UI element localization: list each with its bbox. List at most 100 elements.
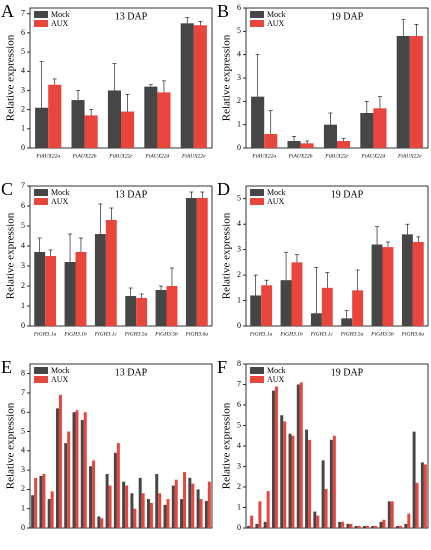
- legend-label: Mock: [267, 188, 286, 197]
- x-tick-label: FtAUX22d: [144, 153, 169, 159]
- x-tick-label: FtGH3.1b: [279, 331, 303, 337]
- bar: [155, 473, 159, 528]
- x-tick-label: FtAUX22e: [397, 153, 422, 159]
- legend-swatch: [34, 11, 48, 18]
- bar: [382, 247, 394, 326]
- y-axis-label: Relative expression: [221, 212, 233, 299]
- x-tick-label: FtAUX22c: [324, 153, 349, 159]
- legend-label: AUX: [51, 197, 69, 206]
- y-tick-label: 7: [21, 9, 25, 18]
- panel-letter: F: [217, 357, 227, 377]
- bar: [48, 84, 62, 148]
- bar: [360, 113, 374, 148]
- bar: [204, 500, 208, 528]
- plot-frame: [29, 363, 213, 529]
- y-tick-label: 6: [237, 3, 241, 12]
- y-tick-label: 5: [21, 221, 25, 230]
- bar: [250, 515, 254, 528]
- bar: [280, 280, 292, 326]
- bar: [196, 198, 208, 326]
- legend-swatch: [34, 189, 48, 196]
- y-tick-label: 4: [21, 241, 25, 250]
- bar: [338, 521, 342, 528]
- y-tick-label: 2: [237, 96, 241, 105]
- y-axis-label: Relative expression: [5, 212, 17, 299]
- y-tick-label: 4: [237, 49, 241, 58]
- y-tick-label: 4: [237, 441, 241, 450]
- y-tick-label: 0: [237, 523, 241, 532]
- bar: [415, 482, 419, 528]
- bar: [300, 143, 314, 148]
- bar: [64, 262, 76, 326]
- y-tick-label: 2: [237, 270, 241, 279]
- bar: [305, 429, 309, 528]
- bar: [185, 198, 197, 326]
- bar: [35, 107, 49, 148]
- bar: [174, 479, 178, 528]
- y-tick-label: 0: [21, 523, 25, 532]
- x-tick-label: FtAUX22a: [251, 153, 276, 159]
- bar: [264, 134, 278, 148]
- legend-swatch: [34, 20, 48, 27]
- panel-title: 19 DAP: [331, 189, 364, 200]
- panel-title: 19 DAP: [331, 11, 364, 22]
- bar: [365, 525, 369, 528]
- bar: [310, 313, 322, 326]
- legend-swatch: [34, 376, 48, 383]
- bar: [337, 141, 351, 148]
- y-tick-label: 7: [21, 388, 25, 397]
- legend-swatch: [250, 198, 264, 205]
- legend-label: Mock: [267, 10, 286, 19]
- x-tick-label: FtGH3.6a: [401, 331, 425, 337]
- bar: [45, 256, 57, 326]
- bar: [207, 481, 211, 528]
- y-tick-label: 4: [21, 446, 25, 455]
- y-tick-label: 6: [237, 400, 241, 409]
- bar: [199, 499, 203, 528]
- panel-letter: E: [1, 357, 12, 377]
- bar: [247, 525, 251, 528]
- bar: [71, 100, 85, 148]
- y-tick-label: 8: [21, 368, 25, 377]
- legend-label: Mock: [51, 188, 70, 197]
- panel-letter: B: [217, 1, 229, 21]
- y-axis-label: Relative expression: [221, 402, 233, 489]
- bar: [382, 519, 386, 528]
- bar: [183, 472, 187, 528]
- bar: [373, 108, 387, 148]
- bar: [283, 421, 287, 528]
- legend-swatch: [34, 198, 48, 205]
- legend-swatch: [250, 189, 264, 196]
- bar: [72, 412, 76, 528]
- bar: [371, 525, 375, 528]
- bar: [149, 502, 153, 528]
- bar: [354, 525, 358, 528]
- y-tick-label: 3: [237, 461, 241, 470]
- legend-swatch: [250, 20, 264, 27]
- bar: [107, 90, 121, 148]
- bar: [371, 244, 383, 326]
- legend-label: AUX: [51, 19, 69, 28]
- bar: [92, 460, 96, 528]
- y-tick-label: 4: [21, 66, 25, 75]
- bar: [390, 501, 394, 528]
- bar: [313, 511, 317, 528]
- bar: [299, 382, 303, 528]
- panel-title: 19 DAP: [331, 367, 364, 378]
- bar: [399, 525, 403, 528]
- bar: [141, 493, 145, 528]
- bar: [308, 439, 312, 528]
- y-axis-label: Relative expression: [5, 402, 17, 489]
- bar: [163, 504, 167, 528]
- bar: [423, 464, 427, 528]
- bar: [346, 523, 350, 528]
- plot-frame: [29, 185, 213, 327]
- x-tick-label: FtGH3.5b: [370, 331, 394, 337]
- bar: [75, 410, 79, 528]
- panel-title: 13 DAP: [115, 189, 148, 200]
- y-tick-label: 1: [21, 504, 25, 513]
- panel-letter: D: [217, 179, 230, 199]
- y-tick-label: 0: [21, 143, 25, 152]
- y-tick-label: 8: [237, 359, 241, 368]
- bar: [341, 318, 353, 326]
